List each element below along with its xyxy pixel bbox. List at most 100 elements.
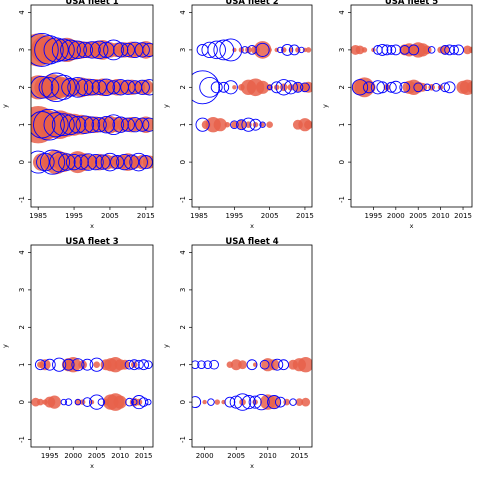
open-point — [142, 42, 153, 57]
markers — [192, 38, 312, 133]
filled-point — [361, 47, 368, 53]
open-point — [141, 79, 153, 96]
y-tick-label: 0 — [179, 400, 187, 404]
x-tick-label: 2015 — [454, 212, 472, 220]
open-point — [97, 78, 116, 96]
open-point — [292, 81, 304, 93]
filled-point — [287, 83, 295, 91]
open-point — [98, 41, 115, 59]
x-tick-label: 1985 — [190, 212, 208, 220]
open-point — [267, 395, 282, 410]
open-point — [259, 359, 270, 370]
filled-point — [231, 121, 238, 129]
open-point — [62, 358, 75, 371]
open-point — [389, 80, 403, 94]
filled-point — [466, 81, 472, 93]
filled-point — [252, 362, 258, 367]
y-tick-label: 2 — [18, 85, 26, 89]
open-point — [278, 359, 289, 371]
open-point — [43, 112, 69, 138]
open-point — [51, 113, 75, 137]
open-point — [376, 43, 389, 56]
y-tick-label: 1 — [179, 362, 187, 366]
x-tick-label: 2000 — [387, 212, 405, 220]
y-tick-label: 0 — [18, 160, 26, 164]
open-point — [36, 152, 55, 172]
open-point — [125, 397, 134, 407]
plot-frame — [350, 4, 473, 208]
open-point — [31, 150, 50, 174]
open-point — [89, 40, 109, 60]
x-tick-label: 2010 — [432, 212, 450, 220]
filled-point — [78, 360, 88, 370]
filled-point — [305, 47, 312, 53]
open-point — [123, 154, 140, 170]
open-point — [376, 81, 389, 94]
open-point — [43, 358, 56, 371]
open-point — [79, 153, 98, 171]
open-point — [209, 359, 219, 370]
open-point — [68, 116, 87, 134]
open-point — [124, 359, 135, 370]
open-point — [131, 398, 138, 406]
open-point — [223, 80, 238, 95]
y-tick-label: 2 — [338, 85, 346, 89]
y-tick-label: 4 — [338, 10, 346, 15]
open-point — [300, 82, 310, 93]
filled-point — [260, 122, 265, 127]
open-point — [91, 79, 107, 95]
open-point — [60, 39, 81, 61]
plot-frame — [30, 4, 154, 208]
open-point — [207, 40, 226, 60]
open-point — [408, 44, 420, 56]
panel-title: USA fleet 5 — [385, 0, 438, 7]
filled-point — [301, 397, 311, 407]
open-point — [95, 154, 111, 170]
open-point — [50, 74, 76, 100]
filled-point — [304, 120, 312, 130]
open-point — [219, 38, 243, 62]
open-point — [413, 82, 424, 93]
open-point — [444, 44, 455, 56]
y-axis-label: y — [1, 104, 9, 108]
panel-title: USA fleet 1 — [65, 0, 118, 7]
open-point — [128, 359, 140, 371]
open-point — [75, 115, 95, 134]
plot-frame — [191, 4, 313, 208]
x-tick-label: 2005 — [101, 212, 119, 220]
open-point — [97, 398, 106, 406]
filled-point — [468, 46, 472, 54]
open-point — [233, 393, 252, 411]
open-point — [246, 359, 258, 371]
markers — [31, 32, 153, 175]
panel-title: USA fleet 3 — [65, 237, 118, 247]
open-point — [197, 360, 206, 370]
y-tick-label: 2 — [179, 85, 187, 89]
open-point — [76, 41, 93, 59]
x-tick-label: 1995 — [41, 452, 59, 460]
y-axis-label: y — [1, 344, 9, 348]
open-point — [275, 396, 286, 408]
x-tick-label: 2015 — [296, 212, 314, 220]
markers — [351, 42, 472, 98]
filled-point — [293, 82, 303, 92]
filled-point — [213, 118, 227, 132]
open-point — [385, 81, 397, 93]
x-tick-label: 1995 — [225, 212, 243, 220]
open-point — [31, 32, 59, 67]
open-point — [201, 41, 218, 59]
filled-point — [383, 83, 391, 91]
x-tick-label: 1985 — [29, 212, 47, 220]
open-point — [370, 80, 385, 95]
y-tick-label: 2 — [18, 325, 26, 329]
open-point — [199, 76, 220, 98]
open-point — [443, 81, 456, 94]
open-point — [195, 117, 210, 132]
y-tick-label: 3 — [18, 48, 26, 52]
open-point — [58, 153, 76, 171]
filled-point — [232, 47, 237, 53]
filled-point — [138, 79, 153, 95]
y-tick-label: 0 — [179, 160, 187, 164]
y-tick-label: -1 — [18, 196, 26, 203]
open-point — [60, 114, 81, 136]
